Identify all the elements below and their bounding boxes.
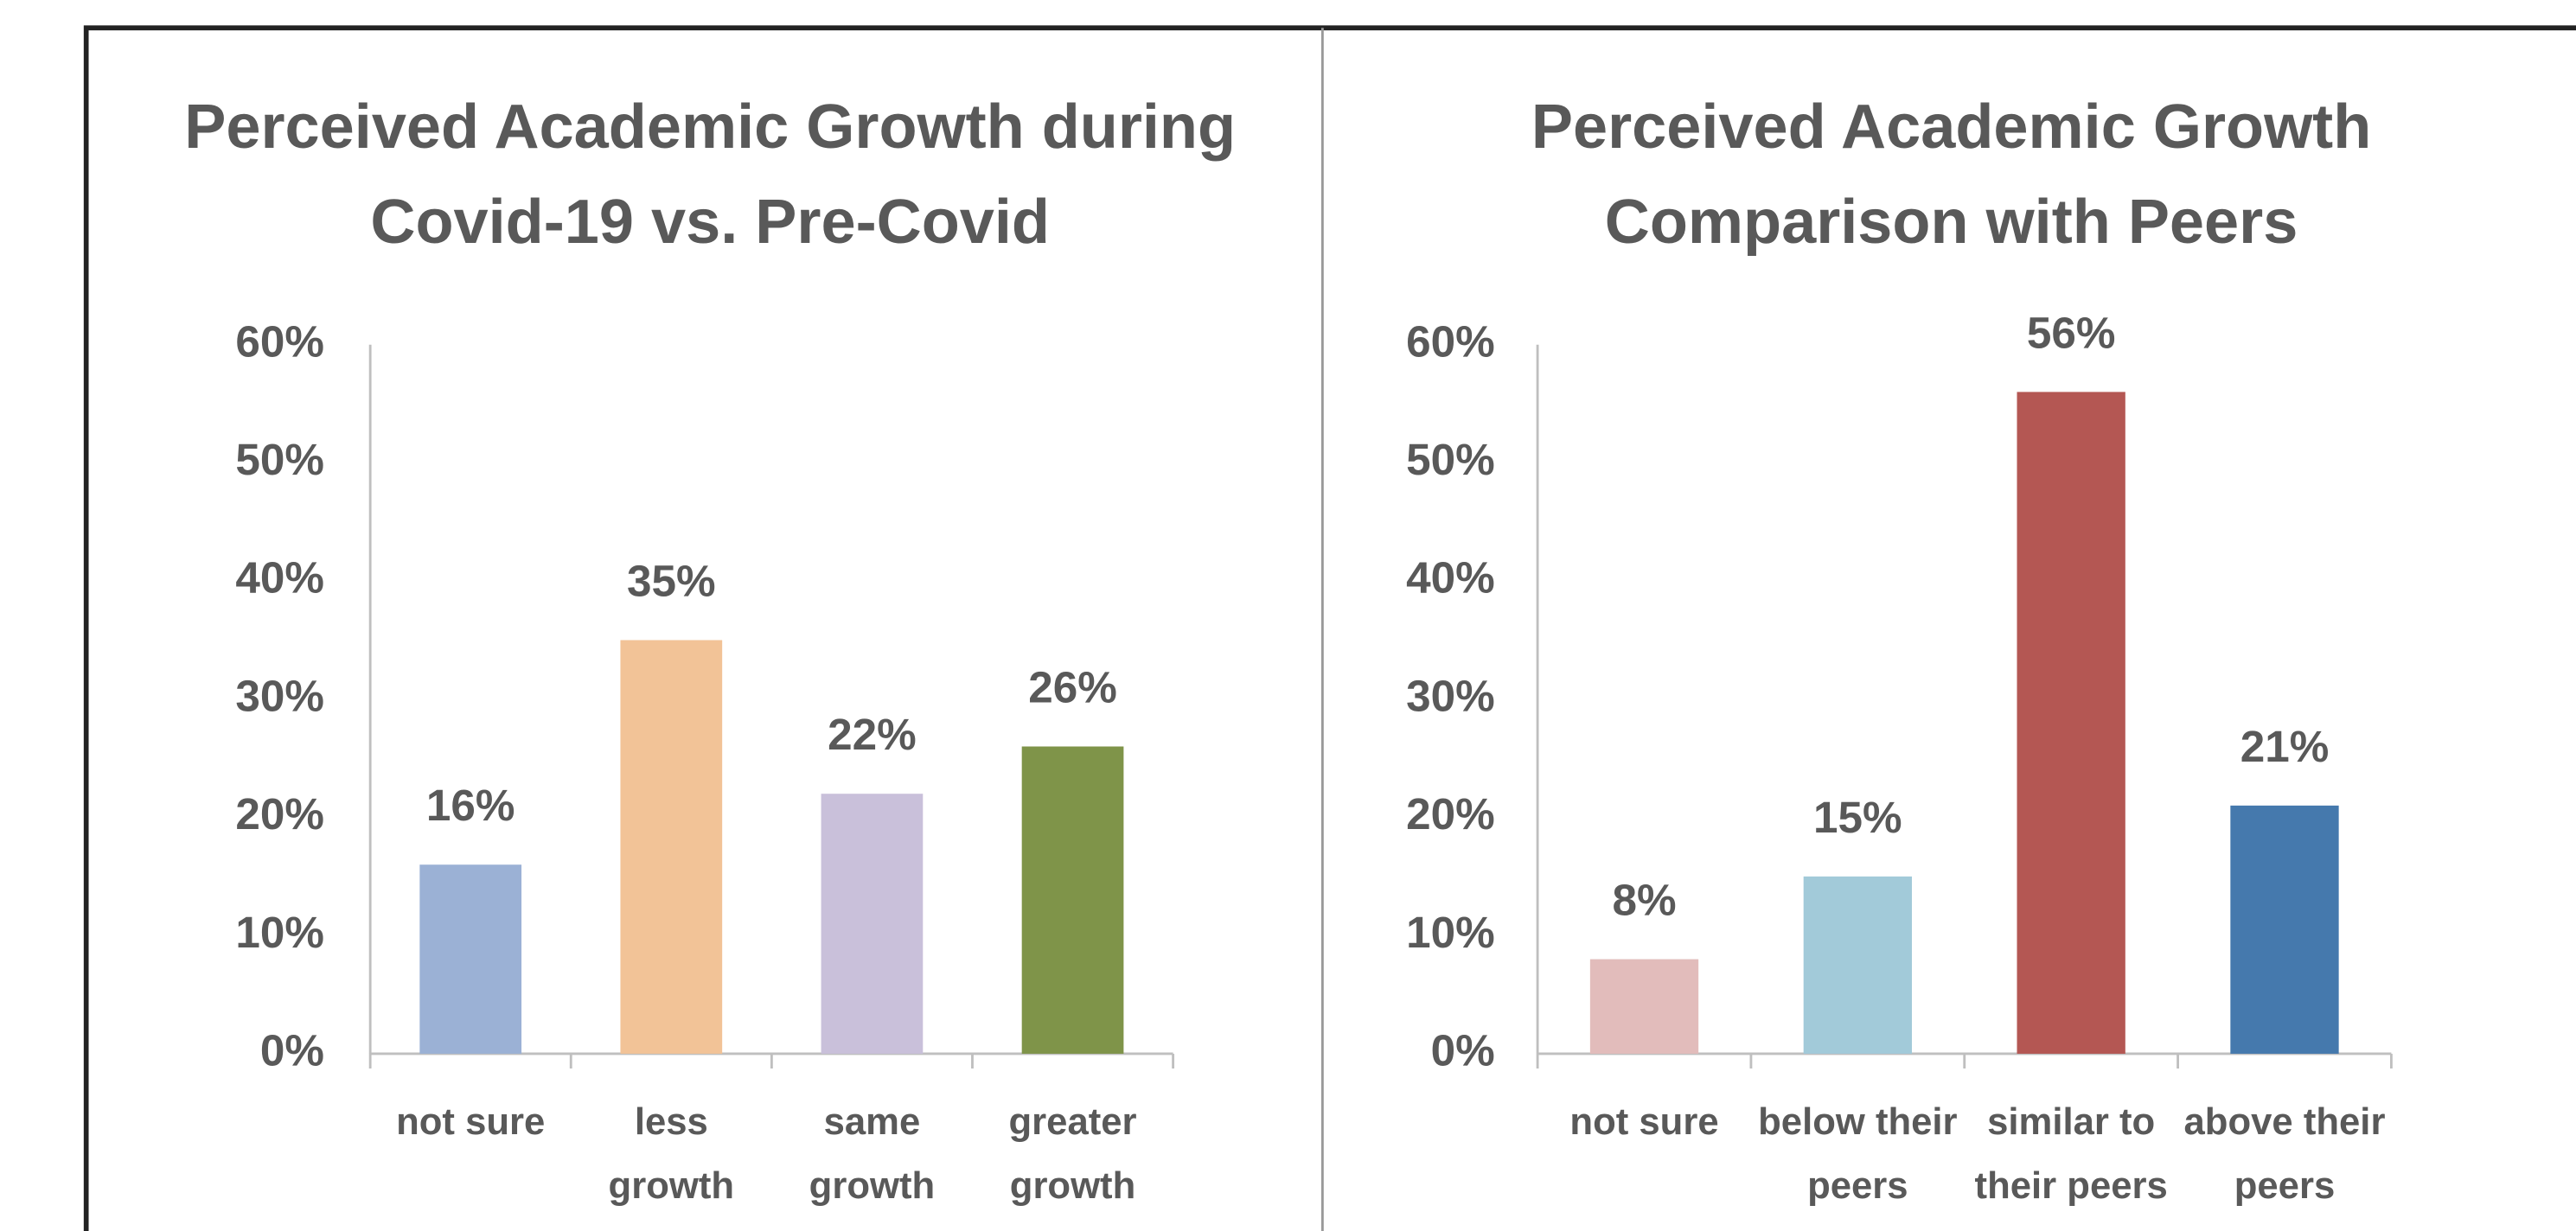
y-tick-label: 10% xyxy=(1406,908,1495,957)
chart-title: Perceived Academic Growth during xyxy=(184,92,1236,162)
chart-title: Comparison with Peers xyxy=(1605,188,2298,257)
x-tick-label: peers xyxy=(2234,1164,2336,1207)
data-label: 15% xyxy=(1813,793,1902,842)
bar xyxy=(620,640,723,1054)
x-tick-label: growth xyxy=(809,1164,936,1207)
y-tick-label: 40% xyxy=(1406,553,1495,603)
x-tick-label: same xyxy=(824,1100,921,1143)
x-tick-label: not sure xyxy=(1569,1100,1718,1143)
bar xyxy=(821,794,924,1054)
y-tick-label: 0% xyxy=(260,1025,324,1075)
data-label: 22% xyxy=(828,710,917,759)
x-tick-label: peers xyxy=(1807,1164,1908,1207)
x-tick-label: growth xyxy=(1010,1164,1136,1207)
y-tick-label: 40% xyxy=(235,553,324,603)
y-tick-label: 20% xyxy=(235,789,324,839)
x-tick-label: growth xyxy=(609,1164,735,1207)
y-tick-label: 60% xyxy=(235,316,324,366)
bar xyxy=(2230,805,2339,1054)
y-tick-label: 30% xyxy=(1406,671,1495,720)
x-tick-label: their peers xyxy=(1975,1164,2168,1207)
x-tick-label: less xyxy=(635,1100,708,1143)
chart-title: Covid-19 vs. Pre-Covid xyxy=(370,188,1050,257)
y-tick-label: 60% xyxy=(1406,316,1495,366)
data-label: 56% xyxy=(2027,308,2116,357)
bar xyxy=(1021,746,1124,1054)
y-tick-label: 50% xyxy=(1406,435,1495,484)
bar xyxy=(1589,959,1699,1054)
bar xyxy=(1803,876,1912,1054)
x-tick-label: above their xyxy=(2184,1100,2386,1143)
data-label: 26% xyxy=(1028,663,1117,712)
data-label: 16% xyxy=(426,781,515,830)
y-tick-label: 20% xyxy=(1406,789,1495,839)
data-label: 35% xyxy=(627,556,716,605)
chart-title: Perceived Academic Growth xyxy=(1531,92,2371,162)
y-tick-label: 10% xyxy=(235,908,324,957)
bar xyxy=(419,864,522,1054)
bar xyxy=(2017,392,2125,1054)
data-label: 21% xyxy=(2240,722,2330,771)
y-tick-label: 0% xyxy=(1431,1025,1495,1075)
x-tick-label: similar to xyxy=(1987,1100,2155,1143)
x-tick-label: below their xyxy=(1758,1100,1957,1143)
data-label: 8% xyxy=(1612,876,1676,925)
x-tick-label: greater xyxy=(1009,1100,1137,1143)
x-tick-label: not sure xyxy=(396,1100,545,1143)
frame xyxy=(83,25,2576,1231)
y-tick-label: 30% xyxy=(235,671,324,720)
y-tick-label: 50% xyxy=(235,435,324,484)
